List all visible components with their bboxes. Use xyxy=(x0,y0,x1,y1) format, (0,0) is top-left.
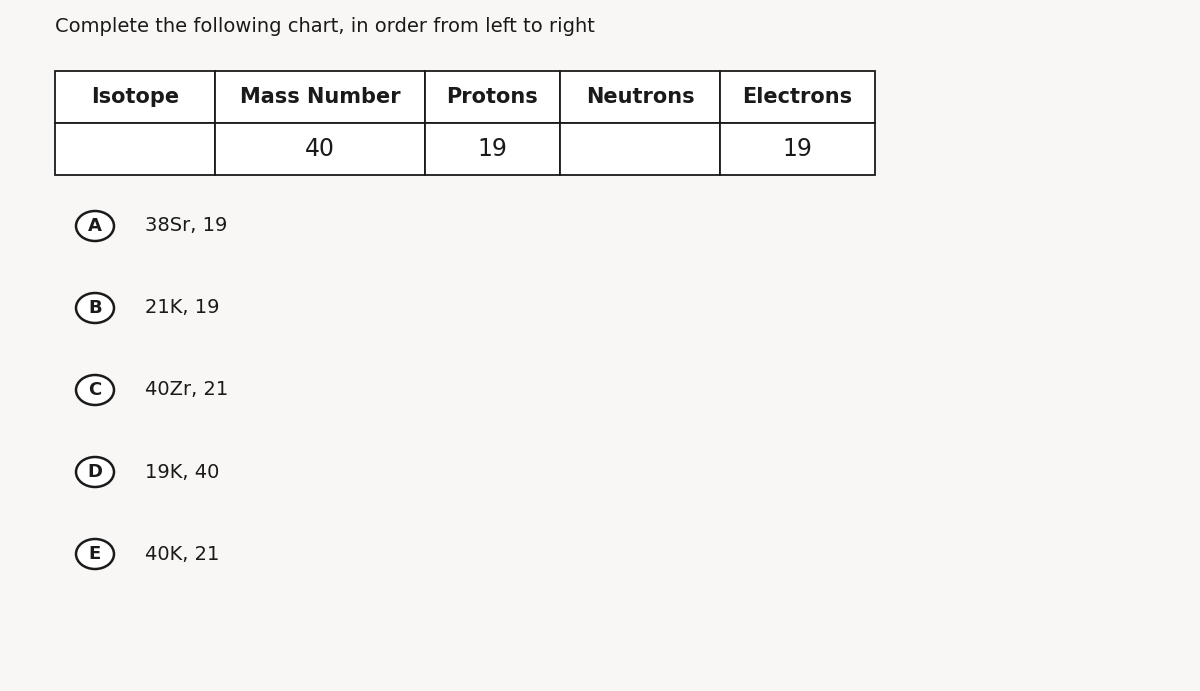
Text: 21K, 19: 21K, 19 xyxy=(145,299,220,317)
Text: 40: 40 xyxy=(305,137,335,161)
Ellipse shape xyxy=(76,211,114,241)
Bar xyxy=(720,123,875,175)
Text: 19: 19 xyxy=(782,137,812,161)
Bar xyxy=(215,71,425,123)
Text: A: A xyxy=(88,217,102,235)
Bar xyxy=(55,71,215,123)
Ellipse shape xyxy=(76,539,114,569)
Text: Complete the following chart, in order from left to right: Complete the following chart, in order f… xyxy=(55,17,595,36)
Ellipse shape xyxy=(76,375,114,405)
Text: 40K, 21: 40K, 21 xyxy=(145,545,220,563)
Bar xyxy=(560,123,720,175)
Text: Protons: Protons xyxy=(446,87,539,107)
Text: D: D xyxy=(88,463,102,481)
Bar xyxy=(425,123,560,175)
Text: Neutrons: Neutrons xyxy=(586,87,695,107)
Bar xyxy=(720,71,875,123)
Ellipse shape xyxy=(76,293,114,323)
Bar xyxy=(55,123,215,175)
Ellipse shape xyxy=(76,457,114,487)
Bar xyxy=(425,71,560,123)
Text: Isotope: Isotope xyxy=(91,87,179,107)
Text: Electrons: Electrons xyxy=(743,87,852,107)
Text: B: B xyxy=(88,299,102,317)
Text: E: E xyxy=(89,545,101,563)
Text: Mass Number: Mass Number xyxy=(240,87,401,107)
Text: C: C xyxy=(89,381,102,399)
Text: 19: 19 xyxy=(478,137,508,161)
Text: 40Zr, 21: 40Zr, 21 xyxy=(145,381,228,399)
Text: 19K, 40: 19K, 40 xyxy=(145,462,220,482)
Bar xyxy=(560,71,720,123)
Bar xyxy=(215,123,425,175)
Text: 38Sr, 19: 38Sr, 19 xyxy=(145,216,227,236)
